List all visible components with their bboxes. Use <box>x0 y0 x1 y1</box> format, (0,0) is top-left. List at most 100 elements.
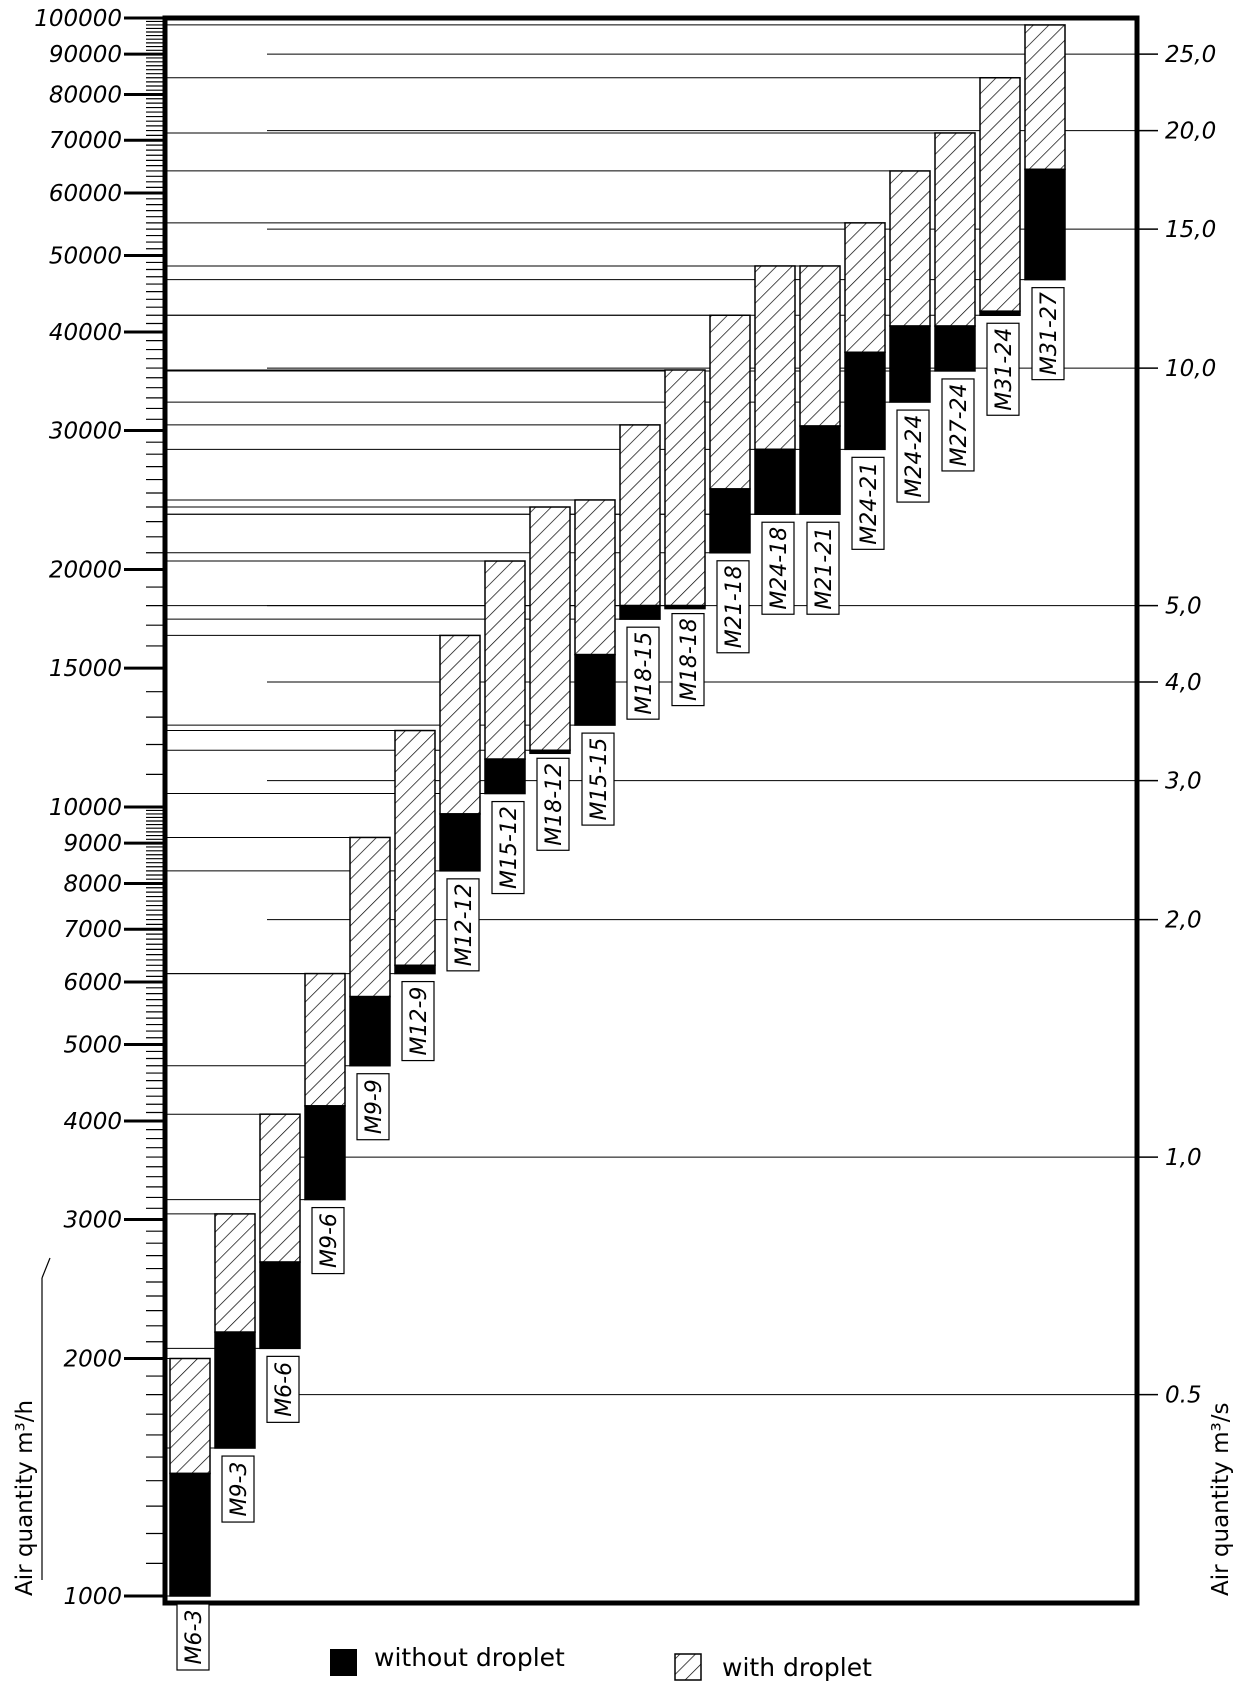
left-tick-label: 10000 <box>49 795 122 821</box>
bar-with-droplet <box>709 314 751 490</box>
bar-without-droplet <box>259 1261 301 1350</box>
right-tick-label: 4,0 <box>1165 670 1202 696</box>
left-tick-label: 4000 <box>63 1109 122 1135</box>
model-label-box <box>851 456 885 550</box>
bar-with-droplet <box>844 222 886 354</box>
left-tick-label: 7000 <box>63 917 122 943</box>
left-tick-label: 5000 <box>63 1033 122 1059</box>
model-label-m24-21: M24-21 <box>851 456 885 550</box>
model-label-box <box>716 560 750 654</box>
left-tick-label: 15000 <box>49 656 122 682</box>
model-label-m18-18: M18-18 <box>671 612 705 707</box>
bar-without-droplet <box>979 310 1021 317</box>
legend-swatch-with-droplet <box>674 1653 702 1681</box>
model-label-text: M27-24 <box>947 383 972 466</box>
model-label-text: M24-24 <box>902 415 927 498</box>
model-label-text: M9-6 <box>317 1213 342 1268</box>
right-tick-label: 0.5 <box>1165 1383 1202 1409</box>
model-label-m31-27: M31-27 <box>1031 287 1065 381</box>
bar-with-droplet <box>754 265 796 451</box>
left-axis: 1000 2000 3000 4000 5000 6000 7000 8000 9000 1000… <box>34 6 165 1610</box>
bar-with-droplet <box>799 265 841 427</box>
model-label-box <box>536 757 570 851</box>
model-label-box <box>356 1073 390 1141</box>
model-label-text: M21-18 <box>722 565 747 648</box>
bar-without-droplet <box>1024 168 1066 281</box>
model-label-box <box>491 800 525 895</box>
right-tick-label: 3,0 <box>1165 769 1202 795</box>
model-label-m9-6: M9-6 <box>311 1206 345 1275</box>
bar-with-droplet <box>214 1213 256 1333</box>
model-label-text: M21-21 <box>812 527 837 610</box>
model-label-m12-9: M12-9 <box>401 980 435 1062</box>
bar-without-droplet <box>169 1472 211 1597</box>
left-tick-label: 9000 <box>63 831 122 857</box>
model-label-m21-18: M21-18 <box>716 560 750 654</box>
left-tick-label: 80000 <box>49 82 122 108</box>
left-tick-label: 6000 <box>63 970 122 996</box>
left-tick-label: 3000 <box>63 1208 122 1234</box>
model-label-box <box>581 732 615 826</box>
right-tick-label: 2,0 <box>1165 908 1202 934</box>
model-label-m9-3: M9-3 <box>221 1455 255 1523</box>
model-label-m31-24: M31-24 <box>986 322 1020 416</box>
model-label-box <box>266 1355 300 1423</box>
bar-with-droplet <box>664 369 706 607</box>
bar-with-droplet <box>529 506 571 752</box>
model-label-box <box>941 378 975 472</box>
model-label-text: M15-15 <box>587 738 612 821</box>
bar-with-droplet <box>259 1113 301 1263</box>
left-tick-label: 20000 <box>49 557 122 583</box>
left-tick-label: 40000 <box>49 320 122 346</box>
model-label-m21-21: M21-21 <box>806 521 840 615</box>
legend-label-with-droplet: with droplet <box>722 1653 872 1682</box>
right-tick-label: 25,0 <box>1165 42 1216 68</box>
bar-with-droplet <box>934 132 976 327</box>
bar-without-droplet <box>439 813 481 872</box>
model-label-box <box>311 1206 345 1275</box>
bar-without-droplet <box>349 995 391 1067</box>
model-label-text: M12-9 <box>407 987 432 1056</box>
model-label-m12-12: M12-12 <box>446 878 480 972</box>
left-tick-label: 100000 <box>34 6 122 32</box>
right-axis: 0.5 1,0 2,0 3,0 4,0 5,0 10,0 15,0 20,0 25,0 <box>1137 42 1216 1409</box>
model-label-m15-12: M15-12 <box>491 800 525 895</box>
model-label-text: M6-3 <box>182 1610 207 1665</box>
bar-with-droplet <box>574 499 616 656</box>
model-label-m18-12: M18-12 <box>536 757 570 851</box>
model-label-m27-24: M27-24 <box>941 378 975 472</box>
model-label-text: M24-18 <box>767 527 792 610</box>
bar-with-droplet <box>484 560 526 760</box>
model-label-text: M31-27 <box>1037 292 1062 375</box>
bar-without-droplet <box>709 488 751 554</box>
model-label-box <box>761 521 795 615</box>
model-label-m15-15: M15-15 <box>581 732 615 826</box>
bar-with-droplet <box>979 76 1021 312</box>
bar-with-droplet <box>439 634 481 815</box>
legend-label-without-droplet: without droplet <box>374 1643 565 1672</box>
right-tick-label: 10,0 <box>1165 356 1216 382</box>
model-label-text: M6-6 <box>272 1362 297 1417</box>
model-label-text: M15-12 <box>497 806 522 889</box>
left-tick-label: 70000 <box>49 128 122 154</box>
bar-with-droplet <box>169 1357 211 1475</box>
bar-without-droplet <box>619 604 661 620</box>
y-axis-title: Air quantity m³/h <box>12 1400 38 1596</box>
bar-without-droplet <box>754 448 796 515</box>
bar-with-droplet <box>889 170 931 327</box>
model-labels: M6-3 M9-3 M6-6 M9-6 M9-9 M12-9 M12-12 M15-12 M18… <box>176 287 1065 1671</box>
right-tick-label: 20,0 <box>1165 119 1216 145</box>
left-tick-label: 8000 <box>63 871 122 897</box>
model-label-box <box>1031 287 1065 381</box>
right-tick-label: 5,0 <box>1165 594 1202 620</box>
model-label-box <box>401 980 435 1062</box>
y-axis-title-arrow-head <box>41 1257 51 1279</box>
right-tick-label: 1,0 <box>1165 1145 1202 1171</box>
model-label-m24-18: M24-18 <box>761 521 795 615</box>
model-label-text: M18-18 <box>677 618 702 701</box>
model-label-text: M18-15 <box>632 632 657 715</box>
right-tick-label: 15,0 <box>1165 217 1216 243</box>
left-tick-label: 30000 <box>49 419 122 445</box>
bar-with-droplet <box>394 729 436 967</box>
legend: without droplet with droplet <box>330 1643 872 1682</box>
